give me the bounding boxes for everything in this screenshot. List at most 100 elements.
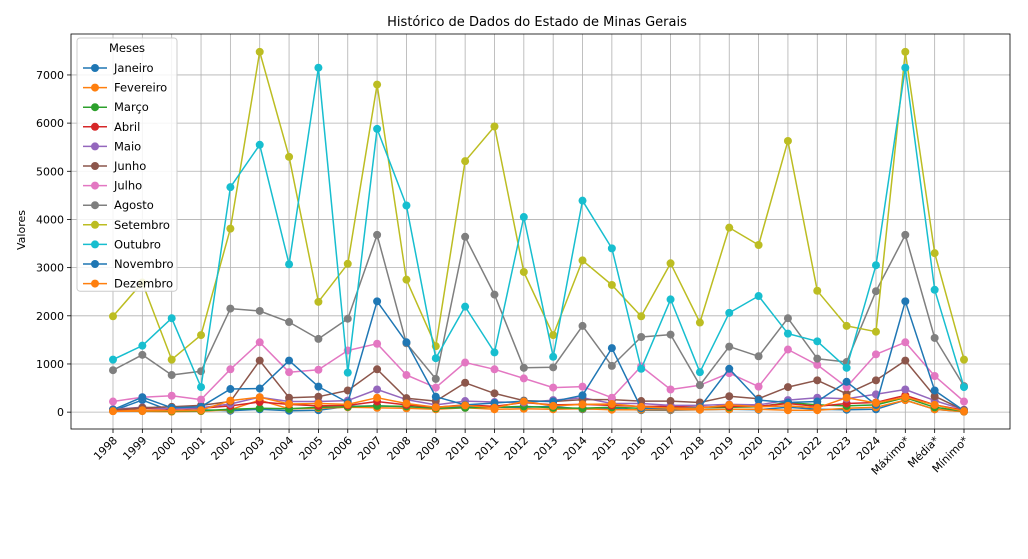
data-point: [813, 286, 822, 295]
data-point: [373, 339, 382, 348]
data-point: [226, 385, 235, 394]
series-line: [112, 66, 965, 388]
data-point: [666, 259, 675, 268]
data-point: [138, 406, 147, 415]
legend-entry: Outubro: [114, 237, 161, 251]
data-point: [490, 403, 499, 412]
data-point: [197, 395, 206, 404]
data-point: [666, 385, 675, 394]
data-point: [285, 318, 294, 327]
data-point: [373, 393, 382, 402]
legend-entry: Junho: [113, 159, 146, 173]
legend-swatch-marker: [91, 103, 99, 112]
y-axis-label: Valores: [15, 210, 28, 250]
data-point: [842, 321, 851, 330]
data-point: [901, 356, 910, 365]
data-point: [637, 312, 646, 321]
legend-entry: Agosto: [114, 198, 154, 212]
series-line: [112, 341, 965, 403]
y-tick-label: 5000: [36, 165, 64, 178]
data-point: [490, 389, 499, 398]
legend-swatch-marker: [91, 162, 99, 170]
data-point: [666, 295, 675, 304]
data-point: [813, 397, 822, 406]
y-tick-label: 3000: [36, 262, 64, 275]
data-point: [725, 342, 734, 351]
data-point: [255, 338, 264, 347]
data-point: [167, 391, 176, 400]
data-point: [285, 356, 294, 365]
data-point: [901, 63, 910, 72]
data-point: [666, 330, 675, 339]
data-point: [373, 365, 382, 374]
data-point: [783, 383, 792, 392]
legend-swatch-marker: [91, 201, 99, 210]
data-point: [930, 285, 939, 294]
data-point: [343, 314, 352, 323]
legend-swatch-marker: [91, 220, 99, 229]
data-point: [578, 391, 587, 400]
data-point: [226, 396, 235, 405]
data-point: [549, 331, 558, 340]
data-point: [431, 354, 440, 363]
series-line: [112, 234, 965, 387]
data-point: [783, 345, 792, 354]
data-point: [754, 402, 763, 411]
data-point: [754, 382, 763, 391]
data-point: [519, 363, 528, 372]
data-point: [871, 376, 880, 385]
data-point: [754, 396, 763, 405]
data-point: [930, 392, 939, 401]
data-point: [255, 306, 264, 315]
data-point: [725, 400, 734, 409]
data-point: [490, 365, 499, 374]
data-point: [695, 381, 704, 390]
y-tick-label: 4000: [36, 213, 64, 226]
data-point: [461, 401, 470, 410]
data-point: [314, 365, 323, 374]
data-point: [960, 383, 968, 392]
data-point: [138, 393, 147, 402]
data-point: [666, 397, 675, 406]
legend-box: [76, 37, 178, 292]
data-point: [490, 348, 499, 357]
data-point: [725, 392, 734, 401]
data-point: [871, 261, 880, 270]
data-point: [783, 401, 792, 410]
legend-swatch-marker: [91, 83, 99, 92]
data-point: [842, 363, 851, 372]
legend-entry: Março: [114, 100, 149, 114]
data-point: [197, 406, 206, 415]
axes-frame: [70, 33, 1011, 430]
chart-title: Histórico de Dados do Estado de Minas Ge…: [387, 15, 687, 30]
data-point: [695, 404, 704, 413]
data-point: [167, 371, 176, 380]
data-point: [431, 403, 440, 412]
data-point: [666, 404, 675, 413]
data-point: [255, 384, 264, 393]
data-point: [255, 47, 264, 56]
data-point: [255, 393, 264, 402]
data-point: [607, 399, 616, 408]
data-point: [930, 386, 939, 395]
data-point: [637, 364, 646, 373]
data-point: [783, 329, 792, 338]
data-point: [578, 321, 587, 330]
data-point: [549, 363, 558, 372]
legend-entry: Setembro: [114, 218, 170, 232]
data-point: [813, 403, 822, 412]
data-point: [930, 400, 939, 409]
data-point: [578, 400, 587, 409]
data-point: [813, 360, 822, 369]
data-point: [402, 338, 411, 347]
data-point: [343, 400, 352, 409]
data-point: [373, 80, 382, 89]
data-point: [754, 352, 763, 361]
data-point: [402, 275, 411, 284]
data-point: [930, 372, 939, 381]
data-point: [549, 401, 558, 410]
data-point: [314, 297, 323, 306]
data-point: [197, 383, 206, 392]
data-point: [314, 392, 323, 401]
